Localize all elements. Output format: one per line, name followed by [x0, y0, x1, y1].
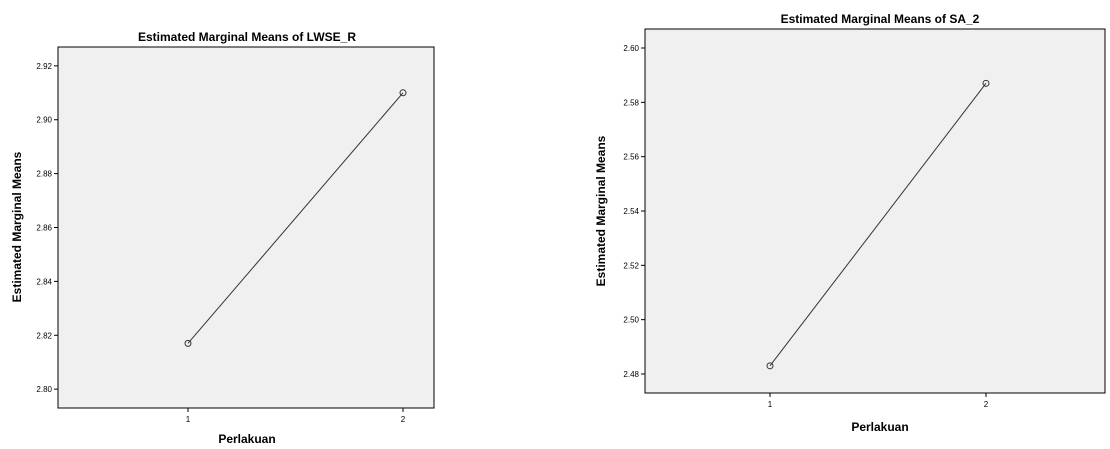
chart-title: Estimated Marginal Means of LWSE_R [138, 30, 356, 44]
chart-lwse-r-svg: Estimated Marginal Means of LWSE_R 2.802… [10, 30, 435, 446]
y-tick-label: 2.82 [36, 331, 52, 340]
y-ticks: 2.48 2.50 2.52 2.54 2.56 2.58 2.60 [623, 44, 645, 379]
y-tick-label: 2.84 [36, 277, 52, 286]
x-axis-title: Perlakuan [851, 420, 908, 434]
y-tick-label: 2.56 [623, 153, 639, 162]
series-line [769, 83, 987, 367]
x-tick-label: 2 [984, 400, 989, 409]
data-point [766, 362, 774, 370]
chart-sa-2: Estimated Marginal Means of SA_2 2.48 2.5… [578, 0, 1110, 449]
chart-sa-2-svg: Estimated Marginal Means of SA_2 2.48 2.5… [594, 12, 1106, 434]
x-tick-label: 1 [768, 400, 773, 409]
y-tick-label: 2.88 [36, 170, 52, 179]
chart-lwse-r: Estimated Marginal Means of LWSE_R 2.80 2… [0, 0, 450, 449]
y-axis-title: Estimated Marginal Means [10, 151, 24, 302]
chart-title: Estimated Marginal Means of SA_2 [781, 12, 980, 26]
series [184, 89, 407, 347]
x-tick-label: 1 [186, 415, 191, 424]
x-axis-title: Perlakuan [218, 432, 275, 446]
y-ticks: 2.80 2.82 2.84 2.86 2.88 2.90 2.92 [36, 62, 58, 394]
plot-area [644, 28, 1106, 394]
series-line [187, 92, 404, 344]
y-tick-label: 2.58 [623, 98, 639, 107]
y-tick-label: 2.54 [623, 207, 639, 216]
y-tick-label: 2.80 [36, 385, 52, 394]
series [766, 79, 990, 370]
x-tick-label: 2 [401, 415, 406, 424]
y-tick-label: 2.92 [36, 62, 52, 71]
y-tick-label: 2.48 [623, 370, 639, 379]
data-point [399, 89, 407, 97]
y-tick-label: 2.60 [623, 44, 639, 53]
y-tick-label: 2.52 [623, 261, 639, 270]
y-tick-label: 2.90 [36, 116, 52, 125]
y-tick-label: 2.50 [623, 316, 639, 325]
y-axis-title: Estimated Marginal Means [594, 135, 608, 286]
data-point [184, 339, 192, 347]
plot-area [57, 46, 435, 409]
y-tick-label: 2.86 [36, 224, 52, 233]
data-point [982, 79, 990, 87]
